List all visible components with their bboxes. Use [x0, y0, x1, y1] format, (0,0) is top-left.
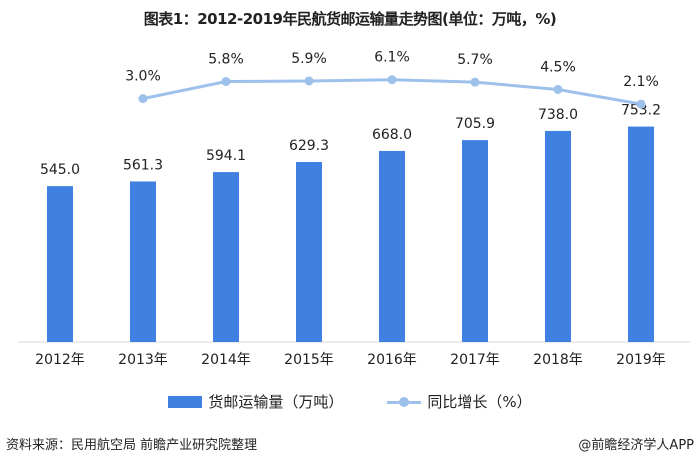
bar	[462, 140, 488, 342]
line-data-label: 4.5%	[540, 59, 576, 75]
x-tick-label: 2017年	[450, 352, 500, 368]
line-point	[387, 75, 397, 85]
bar-data-label: 629.3	[289, 138, 329, 154]
legend-bar-swatch	[168, 395, 203, 408]
line-point	[304, 76, 314, 86]
line-point	[553, 84, 563, 94]
bar	[213, 172, 239, 342]
bar	[628, 126, 654, 342]
line-point	[470, 77, 480, 87]
legend-line-swatch	[387, 396, 422, 408]
bar-data-label: 753.2	[621, 103, 661, 119]
bar-data-label: 561.3	[123, 157, 163, 173]
bar-data-label: 594.1	[206, 148, 246, 164]
x-tick-label: 2015年	[284, 352, 334, 368]
bar-data-label: 705.9	[455, 116, 495, 132]
x-tick-label: 2012年	[35, 352, 85, 368]
line-data-label: 6.1%	[374, 50, 410, 66]
bar	[130, 181, 156, 342]
legend-line-label: 同比增长（%）	[427, 393, 532, 411]
line-data-label: 5.7%	[457, 52, 493, 68]
x-tick-label: 2018年	[533, 352, 583, 368]
line-point	[138, 94, 148, 104]
bar	[545, 130, 571, 342]
line-data-label: 3.0%	[125, 69, 161, 85]
credit: @前瞻经济学人APP	[578, 438, 694, 453]
line-point	[221, 77, 231, 87]
bar-data-label: 738.0	[538, 107, 578, 123]
source-note: 资料来源：民用航空局 前瞻产业研究院整理	[6, 438, 258, 453]
bar-data-label: 668.0	[372, 127, 412, 143]
chart-title: 图表1：2012-2019年民航货邮运输量走势图(单位：万吨，%)	[143, 10, 557, 28]
line-data-label: 5.8%	[208, 52, 244, 68]
x-tick-label: 2014年	[201, 352, 251, 368]
x-tick-label: 2019年	[616, 352, 666, 368]
bar-data-label: 545.0	[40, 162, 80, 178]
bar	[379, 150, 405, 342]
bar	[296, 162, 322, 342]
line-point	[636, 99, 646, 109]
x-tick-label: 2013年	[118, 352, 168, 368]
x-tick-label: 2016年	[367, 352, 417, 368]
line-data-label: 5.9%	[291, 51, 327, 67]
legend-bar-label: 货邮运输量（万吨）	[208, 393, 344, 411]
bar	[47, 186, 73, 342]
legend: 货邮运输量（万吨） 同比增长（%）	[0, 391, 700, 412]
line-data-label: 2.1%	[623, 74, 659, 90]
